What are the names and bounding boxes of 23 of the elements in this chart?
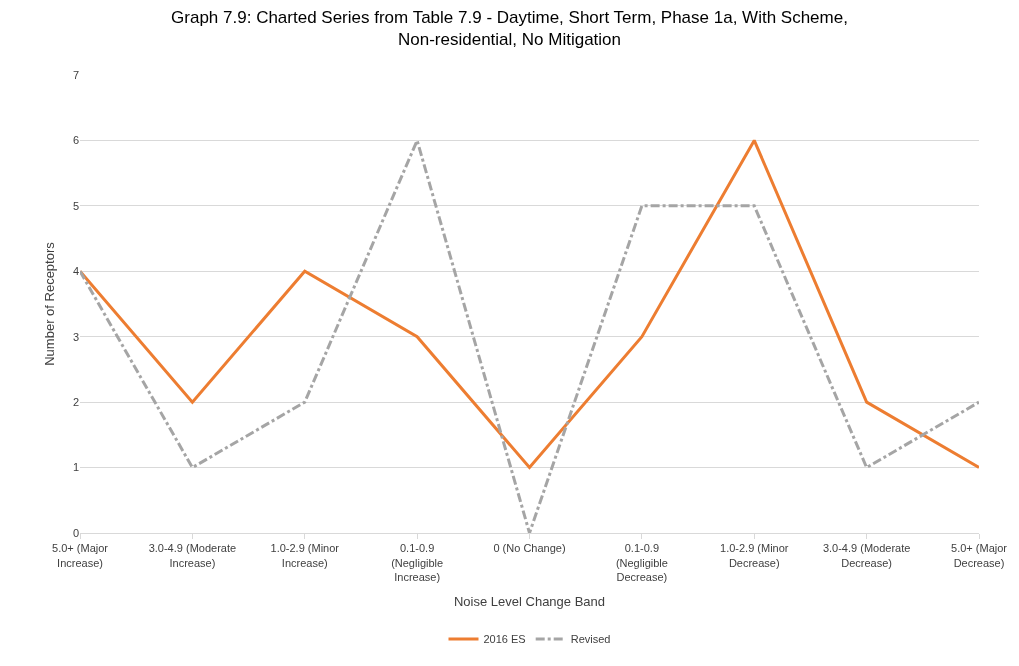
x-tick-label: 5.0+ (Major Increase) (52, 542, 109, 569)
legend-label: Revised (570, 633, 611, 646)
y-tick-label: 6 (72, 134, 79, 147)
x-tick-label: 5.0+ (Major Decrease) (951, 542, 1008, 569)
x-tick-label: 0.1-0.9 (Negligible Decrease) (615, 542, 668, 583)
y-tick-label: 0 (72, 526, 79, 539)
x-tick-label: 0 (No Change) (493, 542, 566, 555)
x-tick-label: 1.0-2.9 (Minor Decrease) (720, 542, 789, 569)
y-tick-label: 5 (72, 199, 79, 212)
y-tick-label: 1 (72, 461, 79, 474)
x-axis-title: Noise Level Change Band (453, 594, 606, 610)
y-axis-title: Number of Receptors (41, 241, 57, 366)
line-series (80, 138, 979, 470)
x-tick-label: 0.1-0.9 (Negligible Increase) (391, 542, 444, 583)
x-tick-label: 1.0-2.9 (Minor Increase) (270, 542, 340, 569)
x-tick-label: 3.0-4.9 (Moderate Decrease) (822, 542, 911, 569)
x-tick-label: 3.0-4.9 (Moderate Increase) (148, 542, 237, 569)
y-tick-label: 3 (72, 330, 79, 343)
y-tick-label: 7 (72, 68, 79, 81)
chart-title: Graph 7.9: Charted Series from Table 7.9 - Daytime, Short Term, Phase 1a, With Scheme, Non-residential, No Mitigation (171, 8, 848, 50)
y-tick-label: 2 (72, 395, 79, 408)
y-tick-label: 4 (72, 265, 79, 278)
legend-label: 2016 ES (483, 633, 526, 646)
